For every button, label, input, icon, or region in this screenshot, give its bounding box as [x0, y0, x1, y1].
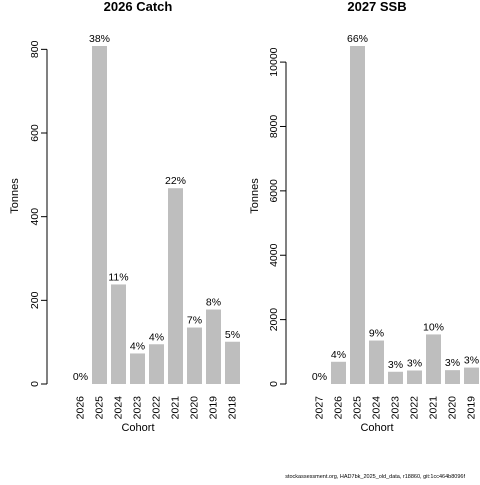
data-label: 11% — [108, 271, 128, 283]
category-label: 2019 — [207, 396, 219, 420]
data-label: 0% — [73, 371, 88, 383]
data-label: 10% — [423, 321, 444, 333]
data-label: 38% — [89, 33, 110, 45]
bar-2024 — [111, 284, 126, 384]
data-label: 8% — [206, 297, 221, 309]
category-label: 2022 — [150, 396, 162, 420]
bar-2019 — [464, 367, 479, 384]
bar-2018 — [225, 341, 240, 384]
y-tick-label: 600 — [29, 124, 41, 142]
y-axis-label: Tonnes — [249, 178, 261, 214]
category-label: 2025 — [93, 396, 105, 420]
bar-2024 — [369, 340, 384, 384]
category-label: 2026 — [332, 396, 344, 420]
data-label: 4% — [149, 331, 164, 343]
category-label: 2018 — [226, 396, 238, 420]
data-label: 22% — [165, 175, 186, 187]
x-axis-label: Cohort — [360, 422, 393, 434]
bar-2022 — [407, 370, 422, 384]
y-tick-label: 200 — [29, 291, 41, 309]
data-label: 5% — [225, 329, 240, 341]
y-tick-label: 2000 — [268, 308, 280, 332]
category-label: 2026 — [74, 396, 86, 420]
chart-title: 2027 SSB — [347, 0, 406, 14]
bar-2021 — [426, 334, 441, 384]
y-tick-label: 400 — [29, 208, 41, 226]
x-axis-label: Cohort — [121, 422, 154, 434]
data-label: 9% — [369, 328, 384, 340]
catch-panel: 2026 Catch 0 200 400 600 800 Tonnes 0% 2026 38% 20… — [9, 0, 240, 434]
bar-2022 — [149, 344, 164, 384]
bar-2023 — [388, 371, 403, 384]
y-tick-label: 8000 — [268, 115, 280, 139]
category-label: 2019 — [465, 396, 477, 420]
bar-2020 — [187, 327, 202, 384]
data-label: 0% — [312, 371, 327, 383]
bar-2020 — [445, 370, 460, 384]
bar-2023 — [130, 353, 145, 384]
bar-2025 — [350, 46, 365, 384]
category-label: 2020 — [446, 396, 458, 420]
category-label: 2024 — [112, 396, 124, 420]
y-tick-label: 6000 — [268, 179, 280, 203]
category-label: 2021 — [427, 396, 439, 420]
category-label: 2022 — [408, 396, 420, 420]
y-tick-label: 4000 — [268, 243, 280, 267]
y-axis-label: Tonnes — [9, 178, 21, 214]
category-label: 2025 — [351, 396, 363, 420]
category-label: 2027 — [313, 396, 325, 420]
bar-2021 — [168, 188, 183, 384]
data-label: 3% — [388, 359, 403, 371]
data-label: 3% — [407, 357, 422, 369]
bar-2025 — [92, 46, 107, 384]
y-tick-label: 0 — [268, 381, 280, 387]
data-label: 7% — [187, 315, 202, 327]
ssb-panel: 2027 SSB 0 2000 4000 6000 8000 10000 Tonnes 0% 20… — [249, 0, 479, 434]
data-label: 3% — [445, 357, 460, 369]
data-label: 4% — [331, 349, 346, 361]
footnote: stockassessment.org, HAD7bk_2025_old_dat… — [285, 474, 465, 480]
category-label: 2023 — [131, 396, 143, 420]
category-label: 2023 — [389, 396, 401, 420]
y-tick-label: 0 — [29, 381, 41, 387]
data-label: 3% — [464, 355, 479, 367]
data-label: 66% — [347, 33, 368, 45]
category-label: 2024 — [370, 396, 382, 420]
bar-2026 — [331, 361, 346, 384]
y-tick-label: 800 — [29, 40, 41, 58]
y-tick-label: 10000 — [268, 47, 280, 76]
category-label: 2021 — [169, 396, 181, 420]
data-label: 4% — [130, 340, 145, 352]
chart-title: 2026 Catch — [104, 0, 173, 14]
bar-2019 — [206, 309, 221, 384]
category-label: 2020 — [188, 396, 200, 420]
